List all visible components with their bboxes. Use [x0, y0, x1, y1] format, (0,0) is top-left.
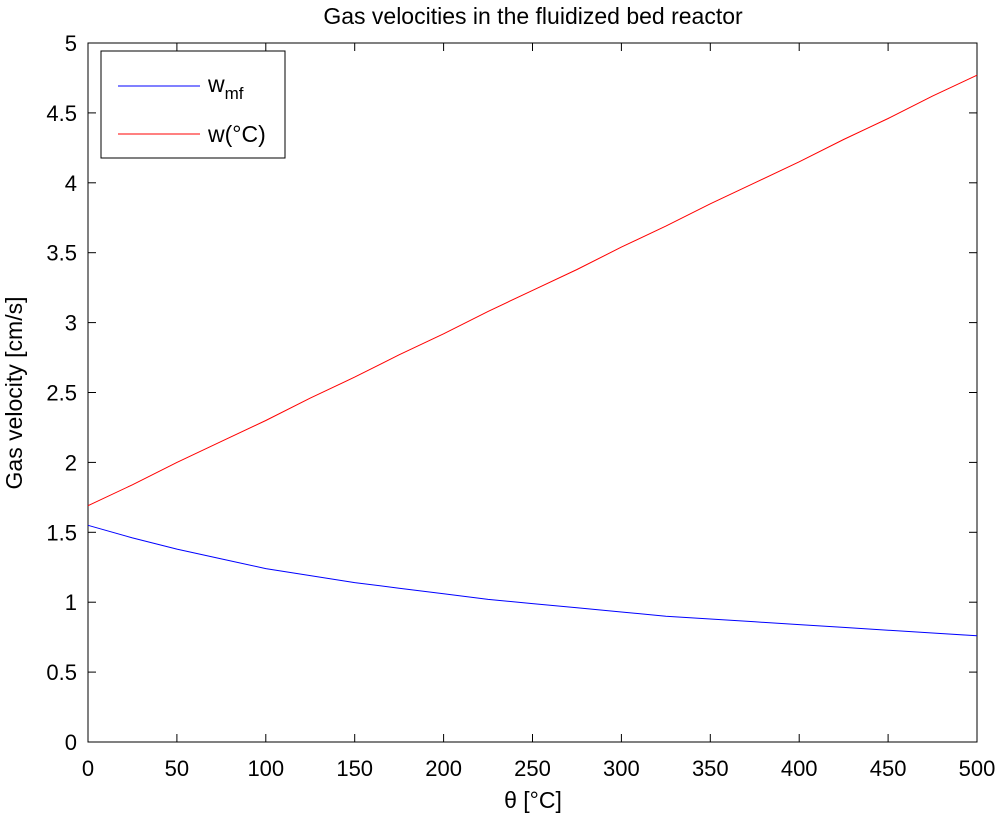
y-tick-label: 4.5	[46, 101, 77, 126]
y-tick-label: 3	[65, 311, 77, 336]
y-axis-ticks: 0 0.5 1 1.5 2 2.5 3 3.5 4 4.5 5	[46, 31, 977, 755]
x-tick-label: 200	[425, 756, 462, 781]
y-tick-label: 5	[65, 31, 77, 56]
x-tick-label: 500	[959, 756, 996, 781]
y-tick-label: 1.5	[46, 520, 77, 545]
plot-area	[87, 42, 978, 743]
y-tick-label: 1	[65, 590, 77, 615]
y-tick-label: 0.5	[46, 660, 77, 685]
legend-label-w-celsius: w(°C)	[207, 121, 266, 147]
x-tick-label: 50	[165, 756, 189, 781]
x-tick-label: 150	[336, 756, 373, 781]
y-tick-label: 3.5	[46, 241, 77, 266]
x-axis-label: θ [°C]	[504, 787, 562, 813]
series-line-w-celsius	[87, 74, 978, 507]
legend-label-wmf-subscript: mf	[225, 84, 244, 103]
legend-label-wmf-main: w	[207, 71, 225, 97]
x-tick-label: 400	[781, 756, 818, 781]
chart-title: Gas velocities in the fluidized bed reac…	[323, 3, 743, 29]
series-lines	[87, 74, 978, 637]
y-tick-label: 0	[65, 730, 77, 755]
x-tick-label: 0	[82, 756, 94, 781]
x-tick-label: 350	[692, 756, 729, 781]
legend-label-wmf: wmf	[207, 71, 244, 103]
series-line-wmf	[87, 524, 978, 637]
legend-box	[100, 50, 286, 159]
y-axis-label: Gas velocity [cm/s]	[1, 297, 27, 490]
y-tick-label: 2.5	[46, 381, 77, 406]
x-axis-ticks: 0 50 100 150 200 250 300 350 400 450 500	[82, 43, 995, 781]
legend: wmf w(°C)	[100, 50, 286, 159]
x-tick-label: 100	[247, 756, 284, 781]
x-tick-label: 300	[603, 756, 640, 781]
x-tick-label: 450	[870, 756, 907, 781]
y-tick-label: 4	[65, 171, 77, 196]
x-tick-label: 250	[514, 756, 551, 781]
y-tick-label: 2	[65, 450, 77, 475]
